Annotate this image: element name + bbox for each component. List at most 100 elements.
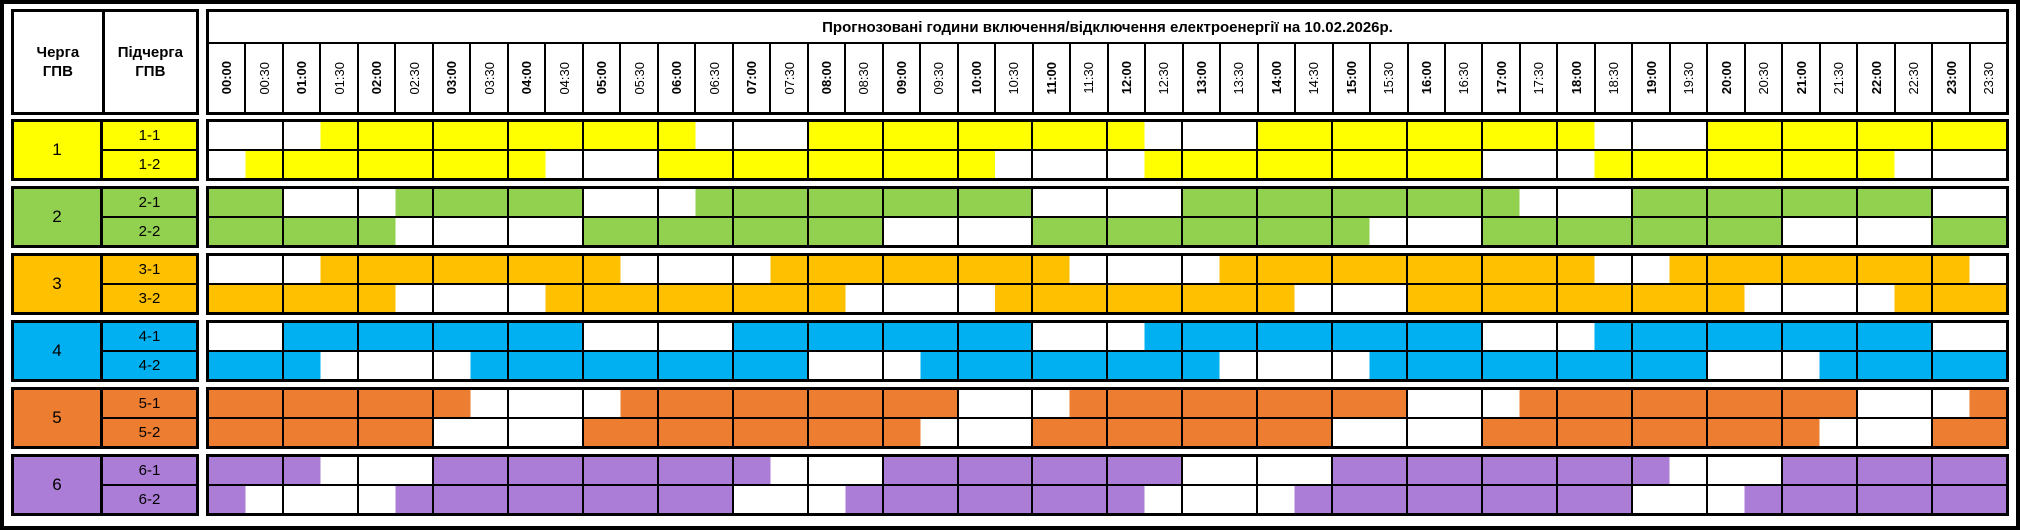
- cell-4-1-00:00: [209, 323, 282, 350]
- cell-1-2-03:00: [431, 151, 507, 178]
- cell-1-2-14:00: [1256, 151, 1332, 178]
- cell-2-2-00:00: [209, 218, 282, 245]
- queue-band-2: 2 2-1 2-2: [11, 186, 2009, 248]
- time-label-text: 11:30: [1081, 62, 1097, 94]
- cell-2-2-22:00: [1855, 218, 1931, 245]
- time-label-text: 12:00: [1118, 61, 1134, 95]
- cell-3-1-13:00: [1181, 256, 1257, 283]
- cell-2-1-09:00: [881, 189, 957, 216]
- cell-4-1-14:00: [1256, 323, 1332, 350]
- cell-1-2-06:00: [656, 151, 732, 178]
- cell-5-1-16:00: [1406, 390, 1481, 417]
- cell-4-2-10:00: [956, 352, 1032, 379]
- time-label-19:30: 19:30: [1668, 44, 1706, 112]
- cell-6-2-03:00: [431, 486, 507, 513]
- time-label-text: 14:00: [1268, 61, 1284, 95]
- cell-1-1-02:00: [356, 122, 432, 149]
- queue-number-6: 6: [11, 454, 103, 516]
- cell-1-1-22:00: [1855, 122, 1931, 149]
- cell-2-1-07:00: [731, 189, 807, 216]
- cell-1-1-15:00: [1331, 122, 1407, 149]
- cell-3-2-22:00: [1855, 285, 1931, 312]
- cell-2-1-12:00: [1106, 189, 1181, 216]
- cell-2-1-06:00: [656, 189, 732, 216]
- cell-3-1-02:00: [356, 256, 432, 283]
- cell-1-1-09:00: [881, 122, 957, 149]
- cell-6-1-14:00: [1256, 457, 1331, 484]
- cell-3-2-17:00: [1481, 285, 1557, 312]
- cell-4-1-22:00: [1855, 323, 1931, 350]
- time-label-21:00: 21:00: [1781, 44, 1818, 112]
- time-label-text: 22:00: [1868, 61, 1884, 95]
- cell-5-1-17:00: [1481, 390, 1557, 417]
- cell-6-1-10:00: [956, 457, 1032, 484]
- cell-6-1-03:00: [431, 457, 507, 484]
- cell-3-1-17:00: [1481, 256, 1557, 283]
- subqueue-label-6-1: 6-1: [103, 457, 196, 484]
- cell-5-1-13:00: [1181, 390, 1257, 417]
- cell-5-2-06:00: [656, 419, 732, 446]
- queue-band-3: 3 3-1 3-2: [11, 253, 2009, 315]
- time-label-text: 12:30: [1156, 61, 1172, 95]
- cell-5-2-22:00: [1855, 419, 1931, 446]
- cell-1-1-03:00: [431, 122, 507, 149]
- cell-5-2-02:00: [356, 419, 432, 446]
- cell-5-1-18:00: [1556, 390, 1632, 417]
- cell-1-2-17:00: [1481, 151, 1556, 178]
- time-label-18:00: 18:00: [1556, 44, 1593, 112]
- cell-1-1-07:00: [731, 122, 807, 149]
- cell-3-1-21:00: [1781, 256, 1856, 283]
- cell-3-2-03:00: [431, 285, 507, 312]
- cell-6-1-05:00: [581, 457, 657, 484]
- cell-3-2-00:00: [209, 285, 282, 312]
- cell-3-1-16:00: [1406, 256, 1482, 283]
- time-label-10:00: 10:00: [956, 44, 994, 112]
- schedule-row-2-2: [209, 216, 2006, 245]
- cell-3-1-18:00: [1556, 256, 1632, 283]
- cell-5-1-15:00: [1331, 390, 1407, 417]
- divider-gap: [199, 454, 206, 516]
- cell-6-1-12:00: [1106, 457, 1182, 484]
- cell-6-1-08:00: [806, 457, 882, 484]
- cell-2-2-20:00: [1706, 218, 1782, 245]
- divider-gap: [199, 186, 206, 248]
- schedule-grid-6: [206, 454, 2009, 516]
- cell-3-2-23:00: [1930, 285, 2006, 312]
- cell-5-1-00:00: [209, 390, 282, 417]
- time-label-18:30: 18:30: [1593, 44, 1631, 112]
- cell-3-1-15:00: [1331, 256, 1407, 283]
- subqueue-labels-2: 2-1 2-2: [103, 186, 199, 248]
- cell-2-1-23:00: [1930, 189, 2006, 216]
- cell-2-2-05:00: [581, 218, 657, 245]
- cell-1-1-00:00: [209, 122, 282, 149]
- schedule-row-1-2: [209, 149, 2006, 178]
- cell-3-1-09:00: [881, 256, 957, 283]
- time-label-16:00: 16:00: [1406, 44, 1444, 112]
- cell-4-1-10:00: [956, 323, 1032, 350]
- cell-6-1-16:00: [1406, 457, 1482, 484]
- subqueue-label-6-2: 6-2: [103, 484, 196, 513]
- cell-5-1-10:00: [956, 390, 1032, 417]
- cell-3-1-07:00: [731, 256, 807, 283]
- cell-6-1-17:00: [1481, 457, 1557, 484]
- cell-4-2-16:00: [1406, 352, 1482, 379]
- cell-4-1-05:00: [581, 323, 657, 350]
- cell-4-2-18:00: [1556, 352, 1632, 379]
- cell-2-1-17:00: [1481, 189, 1557, 216]
- cell-1-2-16:00: [1406, 151, 1482, 178]
- schedule-row-5-2: [209, 417, 2006, 446]
- time-label-14:00: 14:00: [1256, 44, 1294, 112]
- cell-4-2-00:00: [209, 352, 282, 379]
- cell-2-2-04:00: [506, 218, 582, 245]
- time-label-02:30: 02:30: [394, 44, 431, 112]
- cell-6-1-21:00: [1781, 457, 1856, 484]
- time-label-text: 04:30: [556, 61, 572, 95]
- cell-4-2-09:00: [881, 352, 957, 379]
- time-label-text: 22:30: [1906, 61, 1922, 95]
- cell-1-1-13:00: [1181, 122, 1256, 149]
- cell-2-1-22:00: [1855, 189, 1931, 216]
- schedule-row-1-1: [209, 122, 2006, 149]
- cell-4-2-23:00: [1930, 352, 2006, 379]
- cell-2-2-19:00: [1631, 218, 1707, 245]
- cell-4-1-18:00: [1556, 323, 1632, 350]
